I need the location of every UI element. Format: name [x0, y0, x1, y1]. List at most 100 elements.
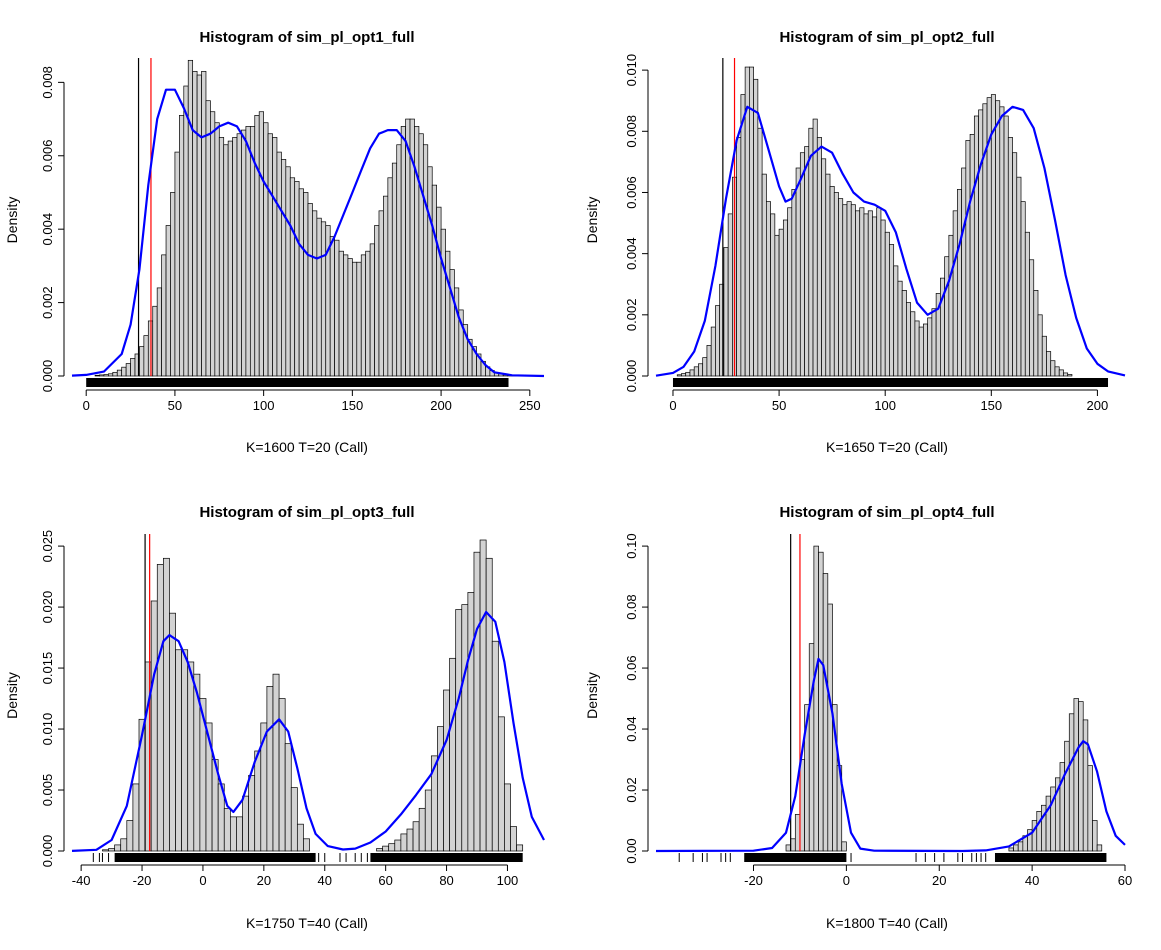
- histogram-bar: [143, 335, 149, 377]
- chart-title: Histogram of sim_pl_opt4_full: [779, 504, 994, 521]
- x-tick-label: 80: [439, 873, 453, 888]
- histogram-bar: [102, 849, 109, 852]
- y-tick-label: 0.010: [40, 713, 55, 746]
- y-axis-label: Density: [4, 197, 20, 244]
- histogram-panel-2: 0 50 100 150 200 0.000 0.002 0.004 0.006 0.008 0.0…: [584, 29, 1126, 455]
- histogram-bar: [961, 167, 967, 377]
- histogram-bar: [152, 305, 158, 377]
- histogram-bar: [352, 261, 358, 377]
- histogram-bar: [394, 839, 402, 852]
- histogram-bar: [702, 357, 708, 377]
- histogram-bar: [901, 290, 907, 377]
- histogram-bar: [689, 369, 695, 377]
- x-tick-label: 250: [519, 398, 541, 413]
- histogram-bar: [405, 118, 411, 377]
- histogram-bar: [473, 551, 481, 852]
- histogram-bar: [192, 70, 198, 377]
- histogram-bar: [343, 254, 349, 377]
- x-tick-label: 40: [318, 873, 332, 888]
- rug-band: [370, 853, 523, 862]
- histogram-bar: [94, 374, 100, 377]
- histogram-bar: [736, 137, 742, 377]
- histogram-bar: [266, 686, 274, 852]
- histogram-bar: [510, 826, 517, 852]
- histogram-bar: [445, 250, 451, 377]
- histogram-bar: [347, 258, 353, 377]
- histogram-bar: [1067, 374, 1073, 377]
- histogram-bar: [504, 783, 511, 852]
- histogram-bar: [298, 188, 304, 377]
- histogram-bar: [440, 228, 446, 377]
- chart-title: Histogram of sim_pl_opt2_full: [779, 29, 994, 46]
- histogram-bar: [931, 308, 937, 377]
- histogram-bar: [914, 320, 920, 377]
- x-tick-label: 0: [199, 873, 206, 888]
- histogram-bar: [120, 838, 128, 852]
- histogram-bar: [867, 210, 873, 377]
- histogram-bar: [214, 122, 220, 377]
- histogram-bar: [982, 103, 988, 377]
- x-tick-label: 100: [253, 398, 275, 413]
- histogram-bar: [296, 823, 304, 852]
- histogram-bar: [254, 115, 260, 377]
- histogram-bar: [880, 219, 886, 377]
- histogram-bar: [1008, 847, 1014, 852]
- histogram-bar: [388, 843, 396, 852]
- histogram-bar: [1037, 314, 1043, 377]
- histogram-bar: [116, 369, 123, 377]
- y-tick-label: 0.004: [624, 237, 639, 270]
- histogram-bar: [842, 204, 848, 377]
- histogram-bar: [360, 254, 367, 377]
- histogram-bar: [1036, 811, 1042, 852]
- histogram-bar: [799, 759, 805, 852]
- histogram-bar: [1007, 137, 1013, 377]
- histogram-bar: [990, 94, 996, 377]
- histogram-bar: [187, 59, 194, 377]
- histogram-bar: [258, 111, 264, 377]
- histogram-bar: [205, 100, 211, 377]
- histogram-bar: [181, 649, 189, 852]
- histogram-bar: [150, 600, 158, 852]
- histogram-bar: [356, 261, 362, 377]
- density-curve: [655, 105, 1126, 377]
- x-tick-label: 0: [669, 398, 676, 413]
- histogram-bar: [400, 833, 408, 852]
- histogram-bar: [248, 775, 256, 852]
- histogram-bar: [201, 70, 207, 377]
- histogram-bar: [414, 126, 420, 377]
- x-axis-label: K=1600 T=20 (Call): [246, 439, 368, 455]
- histogram-bar: [859, 207, 865, 377]
- histogram-bar: [794, 814, 801, 852]
- y-tick-label: 0.06: [624, 655, 639, 680]
- histogram-bar: [223, 144, 229, 377]
- histogram-bar: [99, 374, 105, 377]
- histogram-bar: [103, 374, 109, 377]
- x-tick-label: 50: [168, 398, 182, 413]
- histogram-bar: [727, 213, 733, 377]
- histogram-bar: [1054, 366, 1060, 377]
- y-tick-label: 0.000: [624, 360, 639, 393]
- histogram-bar: [121, 366, 127, 377]
- histogram-bar: [821, 158, 827, 377]
- histogram-bar: [906, 302, 912, 377]
- histogram-bar: [1087, 765, 1093, 852]
- histogram-bar: [431, 184, 437, 377]
- histogram-bar: [236, 133, 242, 377]
- histogram-bar: [778, 228, 784, 377]
- histogram-bar: [999, 106, 1005, 377]
- histogram-panel-1: 0 50 100 150 200 250 0.000 0.002 0.004 0.006 0.008…: [4, 29, 545, 455]
- x-tick-label: -40: [72, 873, 91, 888]
- y-tick-label: 0.025: [40, 530, 55, 563]
- histogram-bar: [910, 311, 916, 377]
- histogram-bar: [241, 129, 247, 377]
- rug-band: [994, 853, 1107, 862]
- histogram-bar: [254, 750, 262, 852]
- histogram-bar: [808, 643, 815, 852]
- x-tick-label: 100: [497, 873, 519, 888]
- histogram-bar: [841, 841, 847, 852]
- histogram-bar: [723, 247, 729, 377]
- histogram-bar: [1024, 231, 1030, 377]
- histogram-bar: [1073, 698, 1079, 852]
- rug-band: [114, 853, 316, 862]
- histogram-bar: [406, 828, 414, 852]
